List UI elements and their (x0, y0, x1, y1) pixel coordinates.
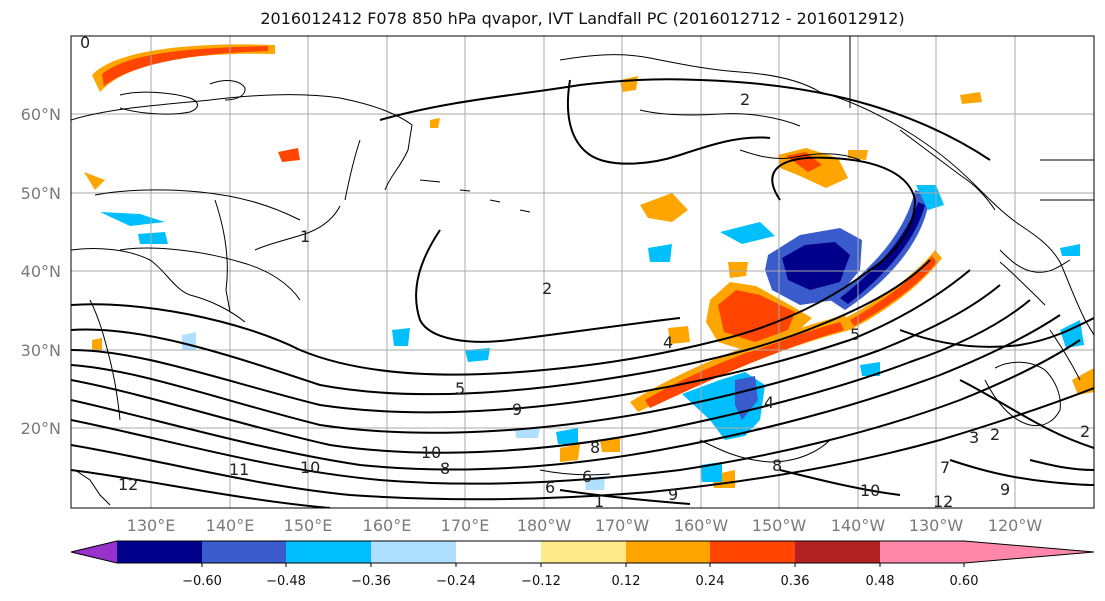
map-panel (71, 36, 1094, 508)
contour-label: 9 (512, 400, 522, 419)
colorbar-segment (710, 541, 795, 563)
contour-label: 12 (933, 492, 953, 511)
coastlines (71, 36, 1094, 506)
longitude-labels: 130°E 140°E 150°E 160°E 170°E 180°W 170°… (127, 516, 1043, 535)
lat-label: 60°N (21, 105, 61, 124)
colorbar-tick-label: 0.36 (781, 574, 810, 589)
contour-label: 4 (764, 393, 774, 412)
lon-label: 120°W (988, 516, 1043, 535)
contour-label: 6 (545, 478, 555, 497)
map-frame (70, 35, 1095, 509)
colorbar-segment (286, 541, 371, 563)
contour-label: 5 (850, 325, 860, 344)
lon-label: 150°E (284, 516, 333, 535)
lon-label: 160°E (363, 516, 412, 535)
colorbar-tick-label: 0.12 (612, 574, 641, 589)
contour-label: 1 (594, 492, 604, 511)
contour-label: 10 (421, 443, 441, 462)
ivt-contours-thin (94, 80, 1071, 476)
lat-label: 20°N (21, 419, 61, 438)
colorbar-tick-label: −0.60 (182, 574, 222, 589)
colorbar-segment (880, 541, 964, 563)
gridlines (71, 36, 1094, 508)
ivt-contours (71, 78, 1094, 508)
colorbar-segment (456, 541, 541, 563)
lon-label: 130°E (127, 516, 176, 535)
colorbar-segment (71, 541, 117, 563)
colorbar-tick-label: −0.24 (436, 574, 476, 589)
lon-label: 180°W (517, 516, 572, 535)
contour-label: 2 (542, 279, 552, 298)
lon-label: 140°W (831, 516, 886, 535)
contour-label: 2 (1080, 422, 1090, 441)
contour-label: 7 (940, 458, 950, 477)
lon-label: 160°W (674, 516, 729, 535)
lon-label: 140°E (206, 516, 255, 535)
contour-label: 9 (1000, 480, 1010, 499)
contour-label: 9 (668, 485, 678, 504)
colorbar-tick-label: −0.48 (266, 574, 306, 589)
positive-anomaly-shading (84, 44, 1094, 488)
lon-label: 170°E (441, 516, 490, 535)
colorbar-extend-high (964, 541, 1094, 563)
contour-label: 8 (772, 456, 782, 475)
map-title: 2016012412 F078 850 hPa qvapor, IVT Land… (260, 9, 905, 28)
contour-label: 4 (663, 333, 673, 352)
contour-label: 0 (80, 33, 90, 52)
contour-label: 2 (740, 90, 750, 109)
contour-label: 11 (229, 460, 249, 479)
colorbar-tick-label: −0.36 (351, 574, 391, 589)
contour-label: 8 (590, 438, 600, 457)
lat-label: 40°N (21, 262, 61, 281)
contour-label: 10 (860, 481, 880, 500)
contour-label: 5 (455, 379, 465, 398)
lat-label: 50°N (21, 184, 61, 203)
colorbar-outline (70, 540, 1095, 564)
contour-label: 8 (440, 459, 450, 478)
lon-label: 130°W (909, 516, 964, 535)
contour-label: 2 (990, 425, 1000, 444)
latitude-labels: 60°N 50°N 40°N 30°N 20°N (21, 105, 61, 438)
contour-label: 6 (582, 467, 592, 486)
contour-label: 1 (300, 227, 310, 246)
colorbar-tick-label: −0.12 (521, 574, 561, 589)
contour-labels: 0 1 1 2 2 2 2 3 4 4 5 5 6 6 7 8 8 8 9 9 … (80, 33, 1090, 511)
colorbar-segment (626, 541, 710, 563)
colorbar-segment (202, 541, 286, 563)
colorbar-tick-label: 0.60 (950, 574, 979, 589)
colorbar-segment (117, 541, 202, 563)
lon-label: 150°W (752, 516, 807, 535)
colorbar-segment (371, 541, 456, 563)
contour-label: 10 (300, 458, 320, 477)
lat-label: 30°N (21, 341, 61, 360)
contour-label: 12 (118, 475, 138, 494)
lon-label: 170°W (595, 516, 650, 535)
colorbar-tick-label: 0.48 (866, 574, 895, 589)
colorbar: −0.60 −0.48 −0.36 −0.24 −0.12 0.12 0.24 … (70, 540, 1095, 589)
contour-label: 3 (969, 428, 979, 447)
colorbar-segment (541, 541, 626, 563)
colorbar-segment (795, 541, 880, 563)
colorbar-tick-label: 0.24 (696, 574, 725, 589)
